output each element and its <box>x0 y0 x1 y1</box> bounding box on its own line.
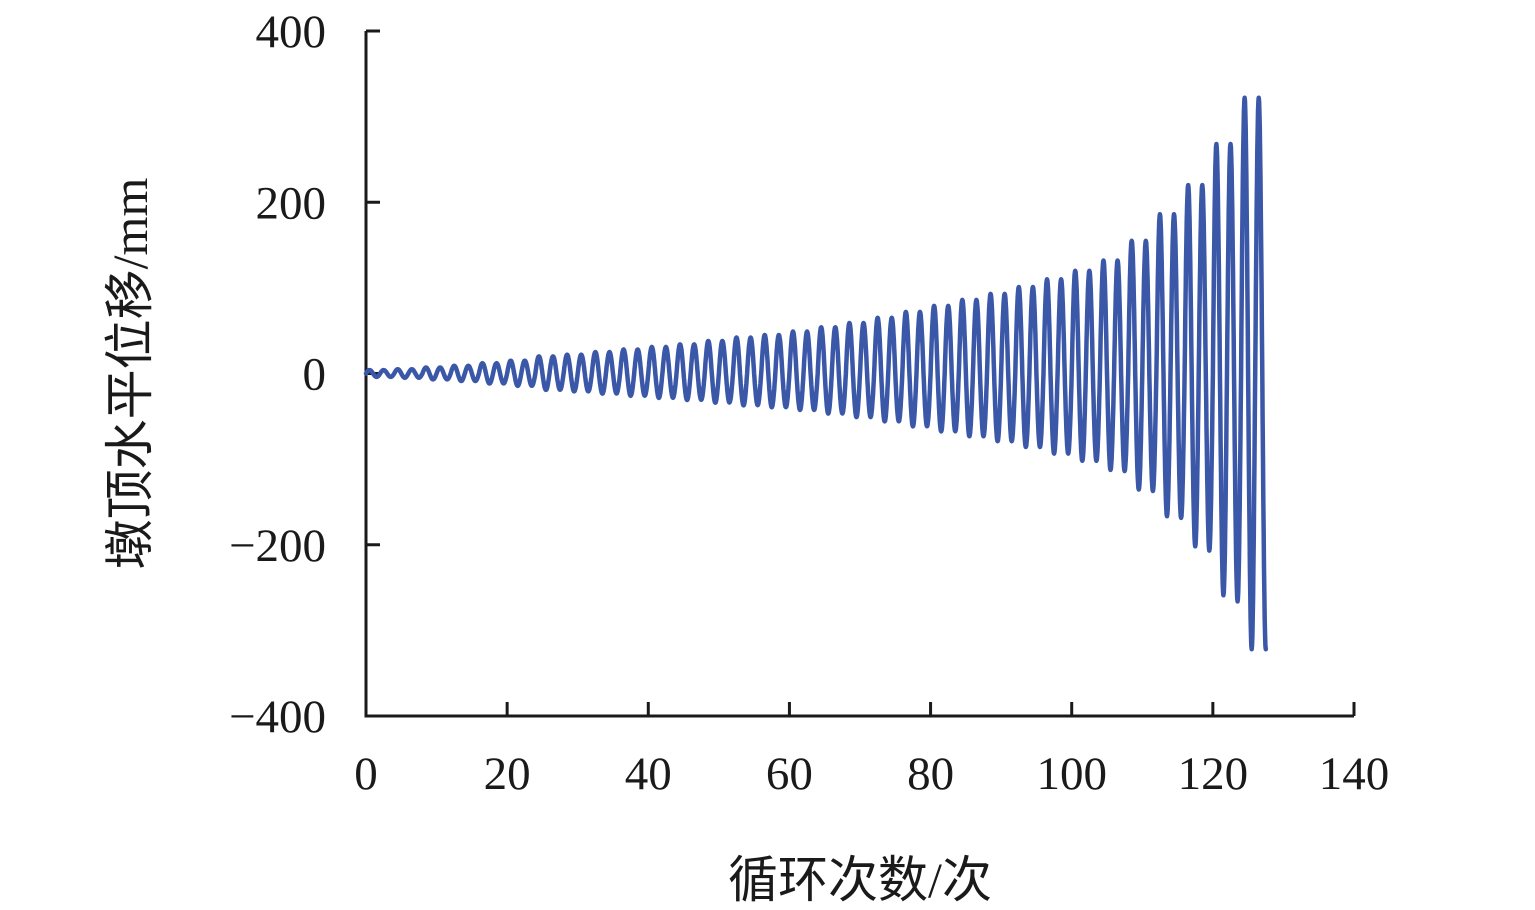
data-series <box>363 95 1269 652</box>
x-tick-label: 0 <box>354 748 378 800</box>
y-tick-label: −400 <box>229 691 326 743</box>
x-tick-label: 80 <box>907 748 954 800</box>
displacement-curve <box>363 95 1269 652</box>
y-tick-label: 400 <box>256 6 327 58</box>
x-tick-label: 120 <box>1178 748 1249 800</box>
x-tick-label: 60 <box>766 748 813 800</box>
tick-labels: 400 200 0 −200 −400 0 20 40 60 80 100 120 140 <box>229 6 1389 800</box>
x-tick-label: 40 <box>625 748 672 800</box>
x-tick-label: 140 <box>1319 748 1390 800</box>
y-tick-label: −200 <box>229 520 326 572</box>
y-tick-label: 200 <box>256 177 327 229</box>
tick-marks <box>364 29 1356 718</box>
x-tick-label: 20 <box>484 748 531 800</box>
y-tick-label: 0 <box>303 349 327 401</box>
x-tick-label: 100 <box>1036 748 1107 800</box>
x-axis-title: 循环次数/次 <box>728 852 992 908</box>
y-axis-title: 墩顶水平位移/mm <box>102 178 158 570</box>
